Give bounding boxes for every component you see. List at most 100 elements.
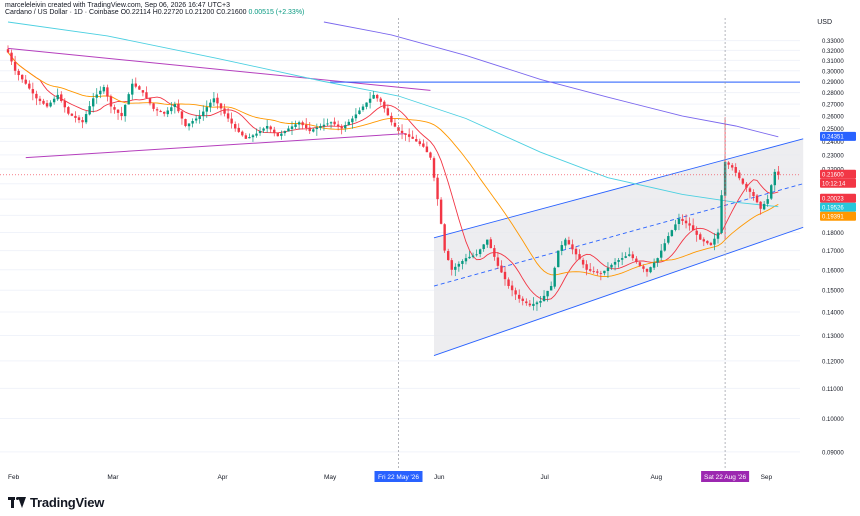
candle	[699, 232, 702, 241]
candle-body	[645, 268, 649, 272]
candle	[92, 93, 95, 113]
y-tick-label: 0.23000	[822, 153, 844, 159]
candle	[518, 289, 521, 303]
candle	[439, 197, 443, 225]
price-labels: 0.24351 0.21600 10:12:14 0.20023 0.19526 0.19…	[0, 131, 856, 221]
candle-body	[13, 61, 17, 71]
y-tick-label: 0.24000	[822, 140, 844, 146]
y-tick-label: 0.15000	[822, 289, 844, 295]
candle-body	[638, 262, 642, 266]
candle	[468, 250, 471, 259]
candle	[638, 261, 642, 267]
candle-body	[95, 94, 98, 98]
candle-body	[81, 120, 84, 123]
candle	[109, 94, 113, 114]
candle	[354, 108, 358, 122]
chart-header: marceleleivin created with TradingView.c…	[5, 2, 304, 16]
candle	[418, 138, 421, 147]
candle-body	[762, 203, 766, 210]
candle	[660, 244, 663, 261]
candle	[205, 100, 208, 118]
candle	[535, 300, 539, 311]
candle-body	[56, 94, 59, 100]
candle-body	[368, 98, 372, 103]
candle	[489, 237, 492, 249]
candle-body	[123, 104, 127, 117]
channel-upper-line	[433, 138, 804, 239]
candle-body	[478, 249, 482, 255]
candle	[432, 156, 436, 182]
candle-body	[276, 132, 279, 137]
candle	[237, 123, 240, 133]
candle-body	[745, 183, 748, 188]
x-tick-label: Mar	[107, 474, 119, 481]
candle-body	[681, 218, 684, 221]
candle-body	[567, 240, 571, 245]
candle-body	[429, 152, 432, 158]
candle	[528, 300, 532, 308]
moving-averages	[7, 21, 779, 301]
candle	[209, 99, 212, 113]
triangle-pattern	[7, 47, 800, 159]
candle-body	[294, 124, 297, 128]
candle	[358, 107, 361, 115]
candle	[677, 213, 681, 231]
candle-body	[265, 125, 269, 129]
candle-body	[461, 260, 464, 264]
candle-body	[549, 286, 553, 291]
candle-body	[301, 122, 304, 126]
candle	[642, 264, 645, 273]
candle-body	[734, 167, 737, 173]
candle-body	[42, 100, 45, 104]
candle-body	[63, 100, 66, 108]
candle-body	[599, 273, 603, 274]
candle-body	[177, 103, 180, 112]
candle	[294, 120, 297, 129]
candle	[113, 104, 116, 114]
candle-body	[518, 294, 521, 299]
candle-body	[454, 266, 457, 270]
candle-body	[521, 298, 524, 301]
candle-body	[656, 258, 659, 263]
candle-body	[163, 111, 166, 114]
candle-body	[713, 238, 716, 245]
candle-body	[731, 165, 734, 168]
candle-body	[99, 90, 102, 95]
candle	[525, 298, 528, 306]
candle	[482, 243, 485, 252]
candle	[216, 93, 219, 110]
candle	[230, 112, 233, 129]
candle-body	[766, 199, 769, 204]
ma-long-line	[323, 21, 779, 138]
candle-body	[326, 123, 329, 125]
candle-body	[706, 240, 709, 244]
candle	[461, 259, 464, 270]
candle-body	[31, 89, 35, 94]
candle-body	[70, 113, 74, 116]
candle-body	[752, 192, 755, 196]
y-tick-label: 0.28000	[822, 91, 844, 97]
candle	[223, 103, 226, 117]
candle	[376, 93, 379, 102]
candle	[212, 92, 216, 107]
candle	[684, 214, 688, 229]
candle-body	[148, 97, 152, 104]
candle	[322, 118, 326, 131]
candle	[88, 100, 91, 116]
candle	[560, 241, 563, 256]
candle	[649, 266, 652, 274]
candle-body	[223, 108, 226, 114]
candle	[610, 263, 613, 270]
candle	[574, 246, 578, 261]
candle-body	[493, 248, 496, 257]
candle-body	[92, 98, 95, 107]
candle	[276, 132, 279, 137]
candle-body	[28, 83, 31, 89]
candle-body	[539, 300, 542, 303]
candle-body	[617, 260, 620, 262]
candle-body	[269, 126, 272, 130]
x-tick-label: May	[324, 474, 337, 481]
candle-body	[642, 266, 645, 269]
candle-body	[397, 127, 400, 132]
